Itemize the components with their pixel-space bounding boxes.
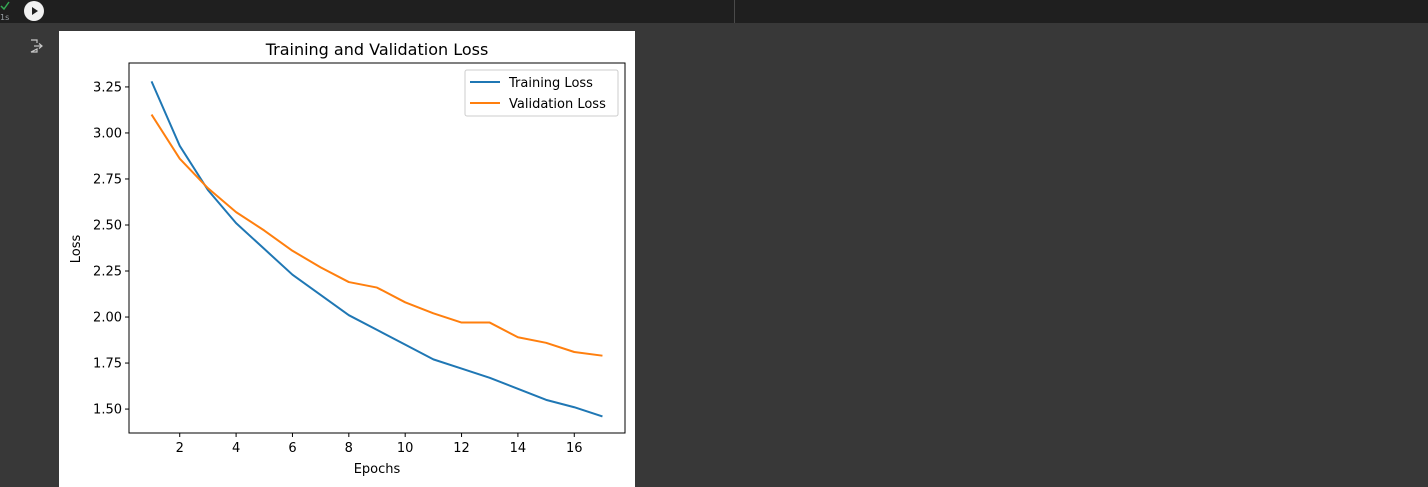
x-axis-label: Epochs — [354, 462, 401, 477]
y-tick-label: 2.00 — [93, 311, 122, 326]
y-tick-label: 3.25 — [93, 80, 122, 95]
x-tick-label: 16 — [566, 441, 583, 456]
output-redirect-icon[interactable] — [28, 38, 44, 54]
cell-toolbar: 1s — [0, 0, 1428, 23]
x-tick-label: 2 — [176, 441, 184, 456]
loss-chart: Training and Validation Loss Epochs Loss… — [69, 40, 626, 477]
y-tick-label: 2.25 — [93, 265, 122, 280]
x-tick-label: 4 — [232, 441, 240, 456]
training-loss-line — [150, 81, 603, 418]
play-icon — [32, 7, 38, 15]
y-tick-label: 1.75 — [93, 357, 122, 372]
cell-output: Training and Validation Loss Epochs Loss… — [59, 31, 635, 487]
y-axis-label: Loss — [69, 235, 84, 264]
x-tick-label: 14 — [510, 441, 527, 456]
legend: Training Loss Validation Loss — [464, 69, 619, 117]
x-tick-label: 10 — [397, 441, 414, 456]
y-tick-label: 1.50 — [93, 403, 122, 418]
series-lines — [150, 81, 603, 418]
y-tick-label: 2.75 — [93, 172, 122, 187]
check-icon — [0, 1, 10, 11]
y-tick-label: 3.00 — [93, 126, 122, 141]
x-tick-label: 8 — [345, 441, 353, 456]
x-tick-label: 12 — [453, 441, 470, 456]
axis-ticks: 2 4 6 8 10 12 14 16 1.50 1.75 2.00 2.25 2.50 2.75 3.00… — [93, 80, 582, 456]
legend-label-validation: Validation Loss — [509, 97, 606, 112]
y-tick-label: 2.50 — [93, 218, 122, 233]
plot-frame — [128, 62, 626, 434]
x-tick-label: 6 — [288, 441, 296, 456]
execution-time: 1s — [0, 13, 10, 22]
chart-title: Training and Validation Loss — [265, 40, 489, 59]
legend-box — [464, 69, 619, 117]
legend-label-training: Training Loss — [508, 76, 593, 91]
validation-loss-line — [150, 114, 603, 357]
run-cell-button[interactable] — [24, 1, 44, 21]
cell-gutter — [0, 23, 59, 487]
toolbar-divider — [734, 0, 735, 23]
